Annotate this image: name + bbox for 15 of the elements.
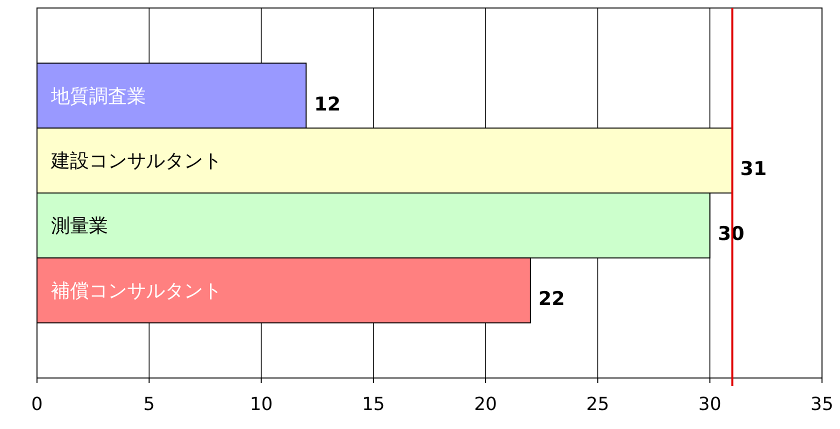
- x-tick-label: 20: [474, 394, 498, 415]
- data-label: 22: [538, 288, 565, 310]
- y-tick-label: 補償コンサルタント: [51, 280, 222, 302]
- x-tick-label: 30: [698, 394, 722, 415]
- y-tick-label: 建設コンサルタント: [50, 150, 222, 172]
- data-label: 12: [314, 93, 341, 116]
- x-tick-label: 10: [250, 394, 273, 415]
- x-tick-label: 0: [31, 394, 43, 415]
- x-tick-label: 25: [586, 394, 610, 415]
- x-tick-label: 35: [810, 394, 834, 415]
- y-tick-label: 地質調査業: [50, 85, 146, 108]
- x-tick-label: 15: [362, 394, 385, 415]
- x-tick-label: 5: [143, 394, 155, 415]
- data-label: 31: [740, 158, 767, 180]
- y-tick-label: 測量業: [51, 215, 108, 238]
